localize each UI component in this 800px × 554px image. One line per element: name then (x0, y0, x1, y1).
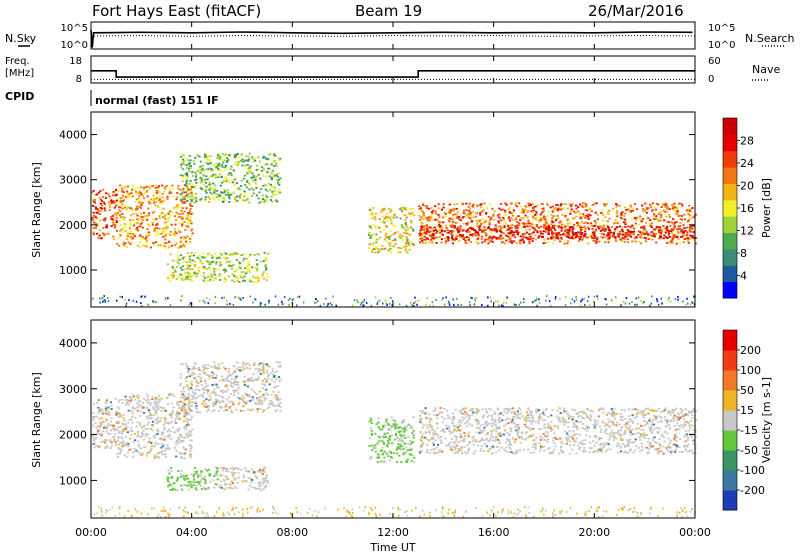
freq-unit-label: [MHz] (5, 68, 34, 79)
noise-tick-top-left: 10^5 (61, 23, 88, 34)
ytick-label-3000: 3000 (59, 174, 87, 187)
colorbar-segment-3 (723, 430, 737, 451)
x-axis-label: Time UT (369, 541, 415, 554)
nave-label: Nave (752, 63, 780, 76)
velocity-colorbar-label: Velocity [m s-1] (760, 377, 773, 463)
ytick-label-2000: 2000 (59, 219, 87, 232)
heatmap-region-low-blob-green (166, 466, 219, 492)
heatmap-region-rising-arc (116, 184, 194, 249)
heatmap-region-low-blob (166, 252, 270, 283)
nave-tick-top: 60 (708, 56, 721, 67)
colorbar-segment-7 (723, 167, 737, 184)
velocity-ylabel: Slant Range [km] (30, 372, 43, 468)
colorbar-segment-1 (723, 265, 737, 283)
colorbar-segment-9 (723, 134, 737, 152)
near-range-scatter (92, 295, 697, 307)
ytick-label-4000: 4000 (59, 129, 87, 142)
colorbar-segment-6 (723, 183, 737, 201)
colorbar-frame (722, 329, 738, 511)
colorbar-segment-0 (723, 281, 737, 299)
colorbar-segment-7 (723, 350, 737, 371)
colorbar-segment-4 (723, 410, 737, 431)
heatmap-region-arc-upper (179, 152, 282, 204)
colorbar-ticklabel-16: 16 (740, 202, 754, 215)
ytick-label-1000: 1000 (59, 264, 87, 277)
colorbar-ticklabel-200: 200 (740, 344, 761, 357)
heatmap-region-main-band (418, 407, 698, 455)
freq-label: Freq. (5, 56, 30, 67)
colorbar-segment-6 (723, 370, 737, 391)
beam-title: Beam 19 (355, 2, 422, 20)
noise-series-1 (90, 34, 696, 37)
nsearch-label: N.Search (745, 32, 795, 45)
colorbar-ticklabel-4: 4 (740, 270, 747, 283)
heatmap-region-low-blob (218, 466, 269, 492)
colorbar-segment-3 (723, 232, 737, 250)
colorbar-segment-4 (723, 216, 737, 234)
heatmap-region-arc-upper (179, 361, 282, 414)
noise-tick-bottom-right: 10^0 (708, 40, 735, 51)
colorbar-ticklabel--200: -200 (740, 484, 765, 497)
near-range-scatter (93, 506, 696, 518)
xtick-label-1: 04:00 (176, 526, 208, 539)
heatmap-region-early-band (91, 188, 119, 241)
heatmap-region-early-band (91, 397, 119, 449)
colorbar-segment-5 (723, 390, 737, 411)
power-colorbar-label: Power [dB] (760, 178, 773, 238)
colorbar-ticklabel-8: 8 (740, 247, 747, 260)
colorbar-ticklabel-24: 24 (740, 157, 754, 170)
xtick-label-2: 08:00 (276, 526, 308, 539)
colorbar-segment-1 (723, 470, 737, 491)
colorbar-segment-5 (723, 199, 737, 217)
heatmap-region-rising-arc (116, 393, 194, 460)
colorbar-ticklabel--100: -100 (740, 464, 765, 477)
freq-series-0 (91, 70, 695, 78)
freq-tick-top: 18 (69, 56, 82, 67)
ytick-label-4000: 4000 (59, 337, 87, 350)
noise-series-0 (90, 30, 693, 48)
heatmap-region-main-band-core (418, 224, 696, 241)
colorbar-segment-0 (723, 490, 737, 511)
station-title: Fort Hays East (fitACF) (92, 2, 261, 20)
xtick-label-4: 16:00 (478, 526, 510, 539)
colorbar-segment-8 (723, 150, 737, 168)
colorbar-ticklabel-100: 100 (740, 364, 761, 377)
ytick-label-3000: 3000 (59, 383, 87, 396)
colorbar-ticklabel-12: 12 (740, 225, 754, 238)
colorbar-ticklabel-15: 15 (740, 404, 754, 417)
noise-tick-bottom-left: 10^0 (61, 40, 88, 51)
ytick-label-2000: 2000 (59, 429, 87, 442)
colorbar-segment-10 (723, 118, 737, 135)
nsky-label: N.Sky (5, 32, 37, 45)
freq-tick-bottom: 8 (76, 74, 82, 85)
ytick-label-1000: 1000 (59, 474, 87, 487)
xtick-label-3: 12:00 (377, 526, 409, 539)
power-ylabel: Slant Range [km] (30, 162, 43, 258)
cpid-text: normal (fast) 151 IF (95, 94, 219, 107)
xtick-label-6: 00:00 (679, 526, 711, 539)
cpid-label: CPID (5, 90, 34, 103)
xtick-label-5: 20:00 (578, 526, 610, 539)
xtick-label-0: 00:00 (75, 526, 107, 539)
colorbar-ticklabel-20: 20 (740, 180, 754, 193)
colorbar-ticklabel-28: 28 (740, 135, 754, 148)
date-title: 26/Mar/2016 (588, 2, 684, 20)
colorbar-ticklabel-50: 50 (740, 384, 754, 397)
colorbar-segment-8 (723, 330, 737, 351)
colorbar-segment-2 (723, 450, 737, 471)
noise-tick-top-right: 10^5 (708, 23, 735, 34)
colorbar-ticklabel--50: -50 (740, 444, 758, 457)
heatmap-region-streak-green (368, 416, 416, 464)
nave-tick-bottom: 0 (708, 74, 714, 85)
heatmap-region-streak (367, 206, 416, 254)
colorbar-ticklabel--15: -15 (740, 424, 758, 437)
colorbar-segment-2 (723, 248, 737, 266)
